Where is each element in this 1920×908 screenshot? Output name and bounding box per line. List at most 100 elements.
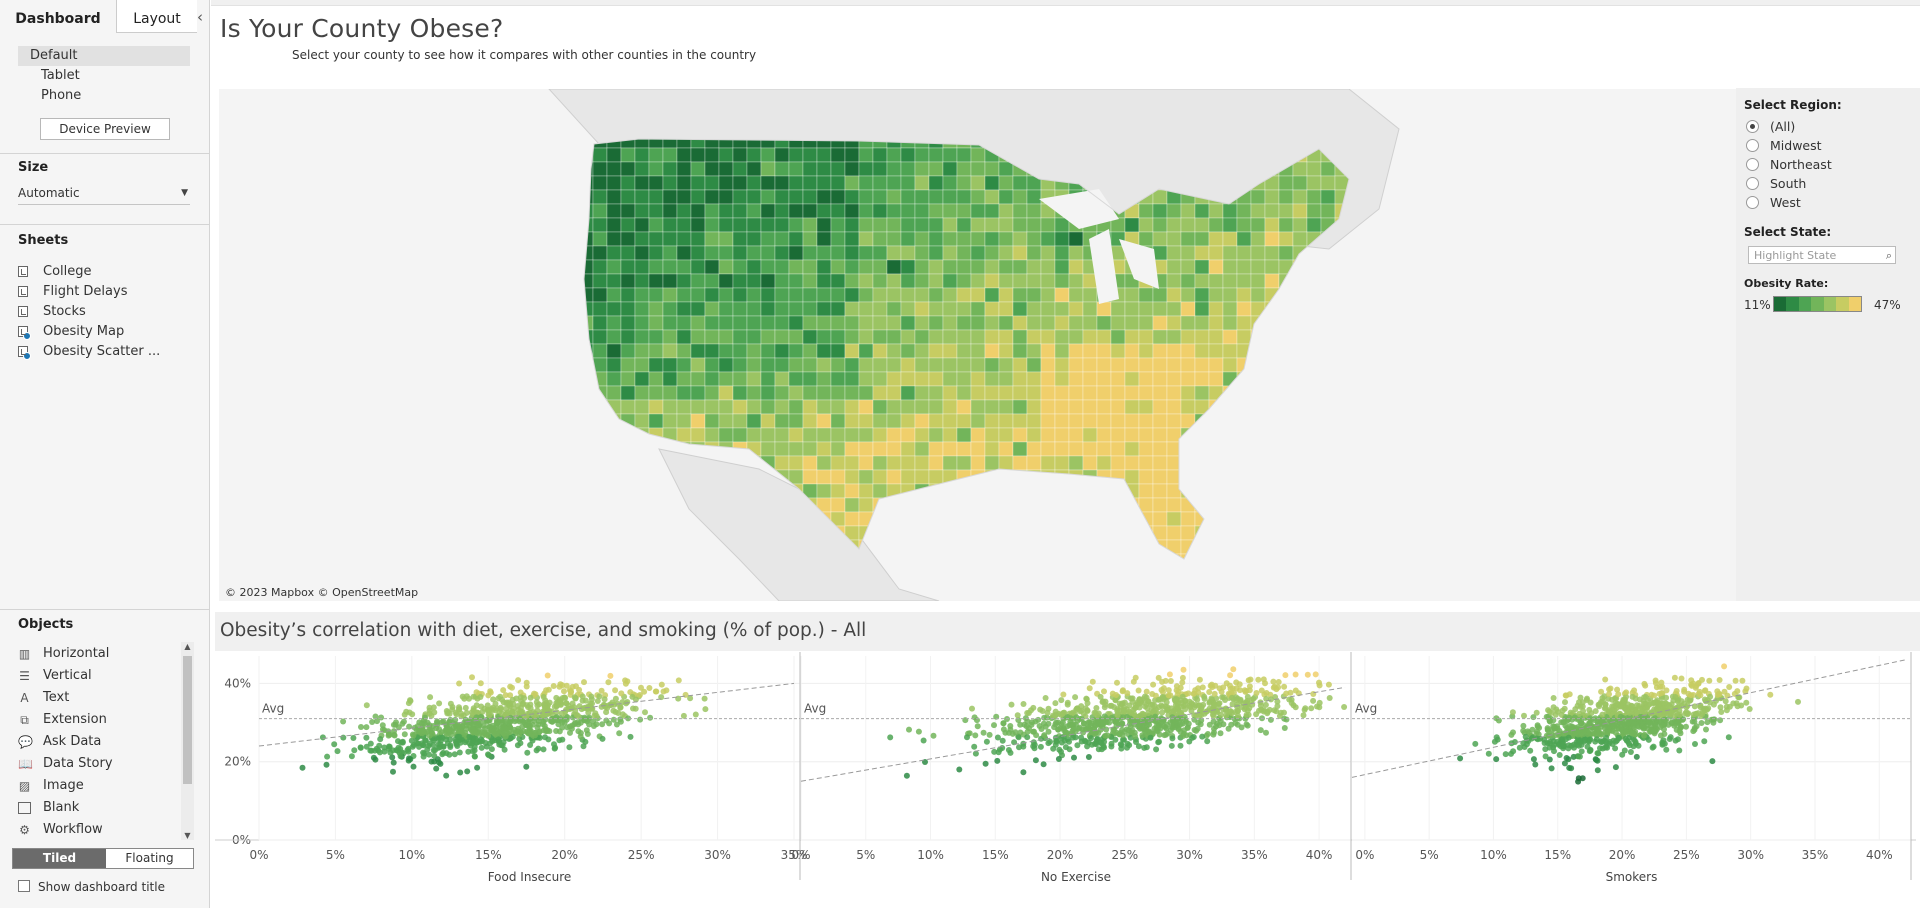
county-cell[interactable] (760, 245, 776, 261)
county-cell[interactable] (1040, 399, 1056, 415)
county-cell[interactable] (942, 245, 958, 261)
county-point[interactable] (1650, 728, 1657, 735)
county-cell[interactable] (1026, 343, 1042, 359)
county-cell[interactable] (816, 427, 832, 443)
county-point[interactable] (1220, 721, 1227, 728)
county-cell[interactable] (984, 525, 1000, 541)
county-point[interactable] (428, 758, 435, 765)
county-cell[interactable] (1166, 259, 1182, 275)
county-cell[interactable] (830, 371, 846, 387)
county-point[interactable] (1091, 726, 1098, 733)
county-cell[interactable] (1054, 287, 1070, 303)
county-cell[interactable] (1096, 539, 1112, 555)
county-point[interactable] (431, 752, 438, 759)
county-point[interactable] (340, 718, 347, 725)
county-point[interactable] (629, 693, 636, 700)
county-point[interactable] (1671, 674, 1678, 681)
county-point[interactable] (470, 693, 477, 700)
county-cell[interactable] (872, 329, 888, 345)
county-cell[interactable] (984, 483, 1000, 499)
county-cell[interactable] (1222, 259, 1238, 275)
county-cell[interactable] (1208, 497, 1224, 513)
county-point[interactable] (1190, 734, 1197, 740)
county-point[interactable] (1795, 698, 1801, 705)
county-cell[interactable] (1222, 287, 1238, 303)
county-cell[interactable] (1068, 315, 1084, 331)
county-point[interactable] (1621, 747, 1628, 754)
county-point[interactable] (617, 704, 624, 711)
county-cell[interactable] (1040, 455, 1056, 471)
county-point[interactable] (550, 683, 557, 689)
county-cell[interactable] (1278, 315, 1294, 331)
county-cell[interactable] (1292, 511, 1308, 527)
county-cell[interactable] (788, 441, 804, 457)
county-cell[interactable] (844, 371, 860, 387)
county-point[interactable] (558, 710, 565, 717)
county-point[interactable] (1145, 710, 1152, 717)
county-point[interactable] (590, 718, 597, 725)
county-cell[interactable] (1166, 329, 1182, 345)
county-cell[interactable] (746, 371, 762, 387)
county-cell[interactable] (1180, 245, 1196, 261)
county-cell[interactable] (802, 357, 818, 373)
county-cell[interactable] (1264, 217, 1280, 233)
county-cell[interactable] (956, 161, 972, 177)
county-point[interactable] (1016, 744, 1022, 751)
county-cell[interactable] (592, 469, 608, 485)
county-cell[interactable] (886, 161, 902, 177)
county-cell[interactable] (1320, 455, 1336, 471)
county-cell[interactable] (830, 469, 846, 485)
county-point[interactable] (607, 672, 614, 679)
county-cell[interactable] (1166, 217, 1182, 233)
county-cell[interactable] (592, 343, 608, 359)
county-point[interactable] (1617, 703, 1624, 710)
county-point[interactable] (642, 709, 648, 716)
county-cell[interactable] (1152, 301, 1168, 317)
county-point[interactable] (1493, 756, 1500, 763)
county-point[interactable] (1283, 690, 1290, 697)
county-cell[interactable] (774, 441, 790, 457)
county-cell[interactable] (592, 315, 608, 331)
county-cell[interactable] (914, 161, 930, 177)
county-point[interactable] (1282, 672, 1289, 679)
county-cell[interactable] (1194, 469, 1210, 485)
county-point[interactable] (702, 706, 709, 713)
county-cell[interactable] (1278, 427, 1294, 443)
county-cell[interactable] (1222, 385, 1238, 401)
county-point[interactable] (426, 732, 433, 739)
county-point[interactable] (1250, 695, 1257, 702)
county-point[interactable] (1041, 714, 1048, 721)
county-cell[interactable] (928, 315, 944, 331)
county-cell[interactable] (662, 287, 678, 303)
county-cell[interactable] (844, 329, 860, 345)
county-point[interactable] (1191, 690, 1198, 697)
county-cell[interactable] (1320, 273, 1336, 289)
county-cell[interactable] (1208, 511, 1224, 527)
county-cell[interactable] (984, 371, 1000, 387)
county-cell[interactable] (1236, 413, 1252, 429)
county-cell[interactable] (1082, 385, 1098, 401)
county-cell[interactable] (1124, 371, 1140, 387)
county-cell[interactable] (1334, 259, 1349, 275)
county-cell[interactable] (732, 245, 748, 261)
county-point[interactable] (1286, 696, 1293, 703)
county-point[interactable] (1308, 705, 1315, 712)
county-cell[interactable] (1012, 301, 1028, 317)
county-cell[interactable] (1110, 371, 1126, 387)
county-point[interactable] (1723, 707, 1730, 714)
county-cell[interactable] (579, 273, 594, 289)
county-cell[interactable] (802, 385, 818, 401)
county-cell[interactable] (886, 357, 902, 373)
county-cell[interactable] (872, 217, 888, 233)
county-point[interactable] (477, 694, 484, 700)
county-point[interactable] (1042, 723, 1049, 730)
county-point[interactable] (1165, 687, 1172, 694)
county-point[interactable] (398, 739, 405, 746)
county-point[interactable] (1095, 718, 1102, 725)
county-cell[interactable] (1026, 385, 1042, 401)
county-cell[interactable] (1138, 329, 1154, 345)
county-point[interactable] (687, 695, 694, 702)
county-cell[interactable] (872, 287, 888, 303)
county-point[interactable] (1521, 744, 1528, 750)
county-cell[interactable] (1194, 553, 1210, 568)
